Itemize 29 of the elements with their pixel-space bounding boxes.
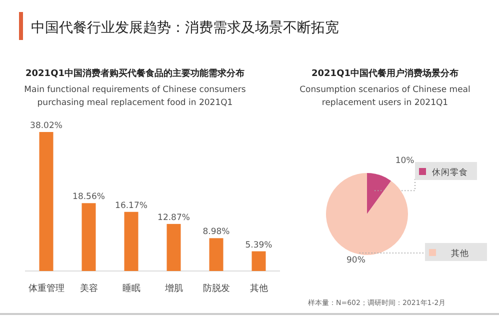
x-tick-label: 体重管理 <box>28 283 64 294</box>
x-tick-label: 美容 <box>80 283 98 294</box>
legend-label: 休闲零食 <box>432 167 468 178</box>
data-label: 12.87% <box>158 212 190 223</box>
data-label: 10% <box>395 156 414 166</box>
data-label: 8.98% <box>202 227 230 238</box>
chart-title: 2021Q1中国代餐用户消费场景分布 <box>312 68 458 79</box>
chart-subtitle: Main functional requirements of Chinese consumers purchasing meal replacement food in 2021Q1 <box>24 85 246 108</box>
data-label: 5.39% <box>245 240 272 250</box>
legend-label: 其他 <box>451 248 469 259</box>
bar <box>166 224 181 271</box>
chart-subtitle: Consumption scenarios of Chinese meal replacement users in 2021Q1 <box>300 85 470 108</box>
x-tick-label: 其他 <box>250 283 268 294</box>
data-label: 90% <box>346 256 366 266</box>
x-tick-label: 防脱发 <box>202 283 230 294</box>
bar <box>39 132 54 271</box>
pie-slice <box>326 173 408 255</box>
x-tick-label: 增肌 <box>164 283 183 294</box>
data-label: 16.17% <box>115 200 148 211</box>
text: 中国代餐行业发展趋势：消费需求及场景不断拓宽 <box>31 20 339 36</box>
data-label: 18.56% <box>72 192 105 202</box>
bar <box>82 203 96 271</box>
bar <box>124 212 138 271</box>
data-label: 38.02% <box>30 121 62 131</box>
bar <box>209 238 224 271</box>
x-tick-label: 睡眠 <box>122 283 140 294</box>
pie-slice <box>367 173 392 214</box>
chart-title: 2021Q1中国消费者购买代餐食品的主要功能需求分布 <box>26 68 244 79</box>
bar <box>252 251 266 271</box>
